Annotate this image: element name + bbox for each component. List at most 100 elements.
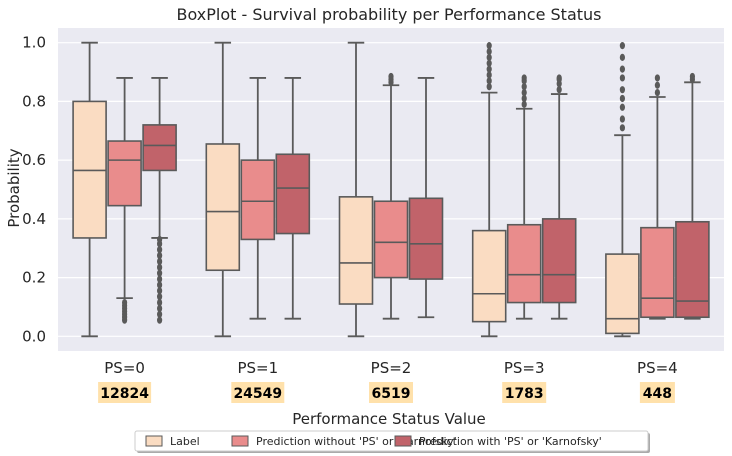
outlier-point: [619, 86, 626, 94]
outlier-point: [556, 74, 562, 82]
x-tick-label: PS=4: [637, 359, 678, 377]
box-2-ps1: [240, 77, 276, 320]
outlier-point: [619, 94, 626, 103]
y-tick-label: 0.6: [22, 151, 46, 169]
legend-label: Label: [170, 435, 200, 448]
count-badge: 6519: [369, 382, 413, 403]
box-1-ps2: [338, 41, 374, 338]
outlier-point: [157, 310, 163, 318]
box-2-ps4: [640, 74, 675, 320]
box-3-ps4: [675, 72, 710, 320]
box-2-ps3: [506, 74, 542, 320]
outlier-point: [388, 72, 394, 81]
box-iqr: [675, 221, 710, 319]
outlier-point: [157, 298, 163, 307]
count-badges: 12824 24549 6519 1783 448: [98, 382, 675, 403]
outlier-point: [619, 74, 626, 82]
box-1-ps4: [605, 42, 640, 338]
y-tick-label: 0.8: [22, 92, 46, 110]
boxes: [72, 41, 710, 338]
outlier-point: [486, 53, 492, 61]
outlier-point: [619, 42, 626, 50]
count-badge-bg: [502, 382, 547, 403]
y-tick-label: 0.0: [22, 327, 46, 345]
outlier-point: [157, 316, 163, 324]
x-tick-label: PS=2: [371, 359, 412, 377]
box-iqr: [275, 153, 311, 235]
outlier-point: [157, 287, 163, 295]
outlier-point: [619, 103, 626, 111]
outlier-point: [486, 65, 492, 73]
box-iqr: [506, 223, 542, 304]
outlier-point: [157, 275, 163, 283]
box-1-ps1: [205, 41, 241, 338]
x-axis-label: Performance Status Value: [292, 410, 486, 428]
outlier-point: [521, 74, 527, 82]
outlier-point: [157, 304, 163, 313]
box-iqr: [408, 197, 444, 280]
outlier-point: [157, 293, 163, 301]
box-iqr: [471, 229, 507, 323]
count-badge: 448: [639, 382, 675, 403]
y-axis-label: Probability: [5, 148, 23, 227]
box-iqr: [640, 226, 675, 319]
box-3-ps1: [275, 77, 311, 320]
legend-label: Prediction with 'PS' or 'Karnofsky': [419, 435, 602, 448]
box-3-ps2: [408, 77, 444, 319]
box-iqr: [205, 143, 241, 272]
count-badge-bg: [639, 382, 675, 403]
count-badge: 1783: [502, 382, 547, 403]
x-tick-label: PS=3: [504, 359, 545, 377]
outlier-point: [486, 83, 492, 91]
outlier-point: [521, 89, 527, 97]
box-iqr: [541, 218, 577, 304]
y-tick-label: 0.4: [22, 210, 46, 228]
box-3-ps3: [541, 74, 577, 320]
outlier-point: [654, 74, 661, 82]
outlier-point: [157, 235, 163, 244]
y-ticks: 0.0 0.2 0.4 0.6 0.8 1.0: [22, 34, 46, 346]
legend-swatch: [145, 435, 163, 447]
box-1-ps0: [72, 41, 107, 338]
count-label: 24549: [233, 386, 282, 402]
box-2-ps2: [373, 72, 409, 320]
y-tick-label: 0.2: [22, 269, 46, 287]
count-badge-bg: [231, 382, 285, 403]
legend-frame: [134, 430, 649, 452]
count-badge-bg: [98, 382, 152, 403]
box-3-ps0: [142, 77, 177, 324]
outlier-point: [521, 94, 527, 103]
outlier-point: [486, 71, 492, 79]
outlier-point: [157, 246, 163, 254]
count-badge: 12824: [98, 382, 152, 403]
x-ticks: PS=0 PS=1 PS=2 PS=3 PS=4: [104, 359, 677, 377]
box-iqr: [240, 159, 276, 241]
outlier-point: [619, 65, 626, 73]
outlier-point: [157, 257, 163, 266]
legend-swatch: [394, 435, 412, 447]
x-tick-label: PS=1: [237, 359, 278, 377]
count-badge-bg: [369, 382, 413, 403]
outlier-point: [157, 251, 163, 260]
legend: Label Prediction without 'PS' or 'Karnofs…: [134, 430, 650, 453]
outlier-point: [619, 115, 626, 123]
outlier-point: [654, 89, 661, 97]
outlier-point: [556, 86, 562, 94]
outlier-point: [521, 83, 527, 91]
chart-title: BoxPlot - Survival probability per Perfo…: [176, 5, 601, 24]
box-iqr: [107, 140, 142, 207]
outlier-point: [486, 47, 492, 56]
outlier-point: [157, 269, 163, 277]
box-iqr: [142, 124, 177, 172]
box-2-ps0: [107, 77, 142, 324]
outlier-point: [521, 100, 527, 108]
outlier-point: [486, 77, 492, 85]
box-iqr: [373, 200, 409, 279]
legend-entry: Prediction with 'PS' or 'Karnofsky': [394, 435, 602, 448]
outlier-point: [486, 59, 492, 67]
box-iqr: [338, 196, 374, 305]
outlier-point: [157, 281, 163, 289]
outlier-point: [654, 81, 661, 89]
